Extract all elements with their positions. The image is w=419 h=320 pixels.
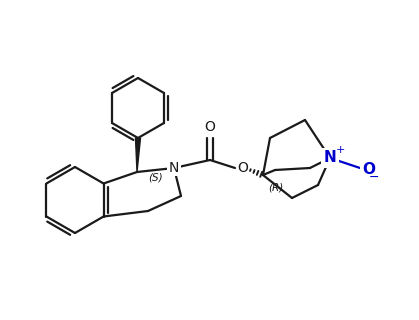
Polygon shape: [135, 138, 140, 172]
Text: (S): (S): [148, 173, 163, 183]
Text: O: O: [204, 120, 215, 134]
Text: +: +: [335, 145, 345, 155]
Text: O: O: [362, 162, 375, 177]
Text: (R): (R): [268, 182, 283, 192]
Text: N: N: [169, 161, 179, 175]
Text: N: N: [323, 150, 336, 165]
Text: −: −: [369, 171, 379, 183]
Text: O: O: [237, 161, 248, 175]
